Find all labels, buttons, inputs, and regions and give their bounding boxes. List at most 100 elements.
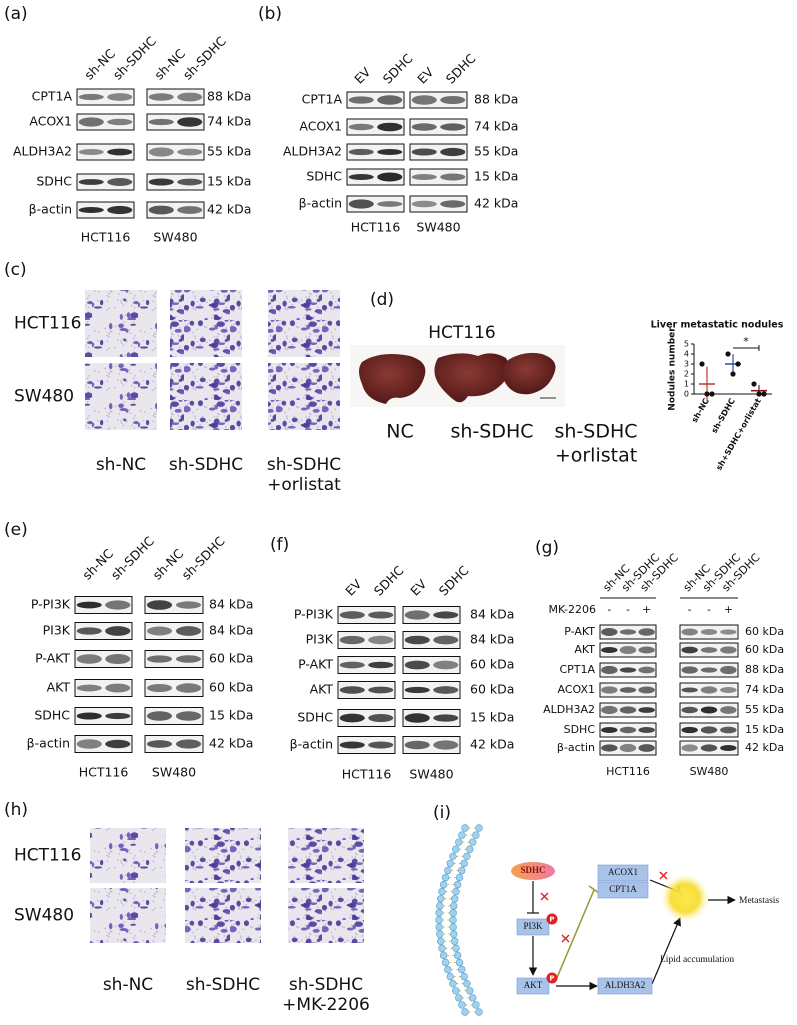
transwell-image — [288, 828, 364, 883]
panel-label: (c) — [4, 260, 27, 280]
band — [700, 647, 718, 653]
blot-strip — [76, 88, 135, 106]
node-box — [597, 864, 649, 882]
lane-label: EV — [351, 64, 374, 87]
blot-strip — [74, 707, 133, 725]
lipid-head — [472, 831, 480, 839]
size-label: 74 kDa — [745, 683, 784, 696]
node-label: SDHC — [520, 865, 545, 875]
cell-line-label: HCT116 — [606, 765, 650, 778]
protein-label: CPT1A — [559, 663, 595, 676]
lipid-head — [466, 987, 474, 995]
band — [411, 95, 437, 105]
size-label: 84 kDa — [470, 607, 514, 622]
protein-label: P-AKT — [298, 657, 333, 672]
size-label: 15 kDa — [474, 169, 518, 184]
y-tick-label: 0 — [684, 390, 689, 399]
transwell-image — [170, 363, 242, 430]
phospho-mark — [546, 913, 558, 925]
band — [76, 601, 102, 609]
band — [348, 174, 374, 180]
band — [433, 611, 459, 619]
lipid-head — [444, 866, 452, 875]
node-label: AKT — [524, 980, 543, 990]
blot-strip — [337, 736, 396, 754]
lipid-head — [463, 979, 471, 988]
band — [619, 743, 637, 753]
band — [700, 744, 718, 752]
band — [148, 147, 174, 157]
column-label: sh-SDHC — [289, 975, 363, 995]
lane-label: SDHC — [443, 51, 479, 87]
band — [177, 178, 203, 186]
size-label: 42 kDa — [470, 737, 514, 752]
phospho-label: P — [549, 916, 554, 924]
band — [638, 646, 655, 654]
band — [681, 666, 698, 674]
blot-strip — [337, 606, 396, 624]
blot-strip — [409, 118, 468, 136]
lipid-head — [452, 944, 460, 953]
band — [175, 601, 202, 609]
node-label: ACOX1 — [608, 867, 638, 877]
protein-label: ALDH3A2 — [13, 144, 72, 159]
size-label: 42 kDa — [207, 202, 251, 217]
lane-label: sh-SDHC — [180, 33, 229, 82]
lipid-head — [436, 895, 445, 903]
lipid-head — [444, 965, 452, 974]
blot-strip — [409, 195, 468, 213]
liver — [434, 353, 510, 403]
blot-strip — [409, 168, 468, 186]
band — [348, 148, 374, 156]
band — [601, 726, 618, 734]
band — [619, 629, 637, 635]
blot-strip — [346, 143, 405, 161]
transwell-image — [90, 888, 166, 943]
column-label: sh-NC — [103, 975, 153, 995]
band — [411, 148, 437, 156]
treatment: + — [642, 603, 651, 616]
treatment: - — [707, 603, 711, 616]
band — [177, 206, 203, 214]
band — [175, 655, 202, 663]
y-tick-label: 5 — [684, 340, 689, 349]
transwell-image — [185, 888, 261, 943]
protein-label: SDHC — [36, 174, 72, 189]
band — [177, 117, 203, 127]
band — [78, 149, 104, 155]
blot-strip — [337, 656, 396, 674]
size-label: 15 kDa — [209, 708, 253, 723]
lipid-head — [458, 831, 466, 839]
protein-label: ALDH3A2 — [283, 144, 342, 159]
cell-line-label: HCT116 — [351, 220, 401, 235]
band — [368, 611, 394, 619]
transwell-image — [85, 363, 157, 430]
liver — [359, 354, 426, 404]
lane-label: sh-NC — [151, 46, 188, 83]
node-box — [516, 918, 550, 936]
band — [339, 611, 365, 619]
size-label: 88 kDa — [207, 89, 251, 104]
band — [76, 627, 102, 635]
band — [411, 174, 437, 180]
lipid-head — [460, 859, 468, 868]
cell-line-label: HCT116 — [342, 767, 392, 782]
band — [368, 741, 394, 749]
band — [76, 712, 102, 720]
phospho-label: P — [549, 975, 554, 983]
treatment: - — [688, 603, 692, 616]
band — [148, 205, 174, 215]
blot-strip — [76, 143, 135, 161]
lipid-head — [472, 1001, 480, 1009]
band — [339, 686, 365, 694]
size-label: 74 kDa — [207, 114, 251, 129]
protein-label: P-PI3K — [294, 607, 334, 622]
y-tick-label: 4 — [684, 350, 689, 359]
band — [148, 178, 174, 186]
band — [146, 600, 173, 610]
band — [177, 148, 203, 156]
protein-label: CPT1A — [302, 92, 343, 107]
protein-label: AKT — [47, 680, 71, 695]
band — [105, 739, 131, 749]
